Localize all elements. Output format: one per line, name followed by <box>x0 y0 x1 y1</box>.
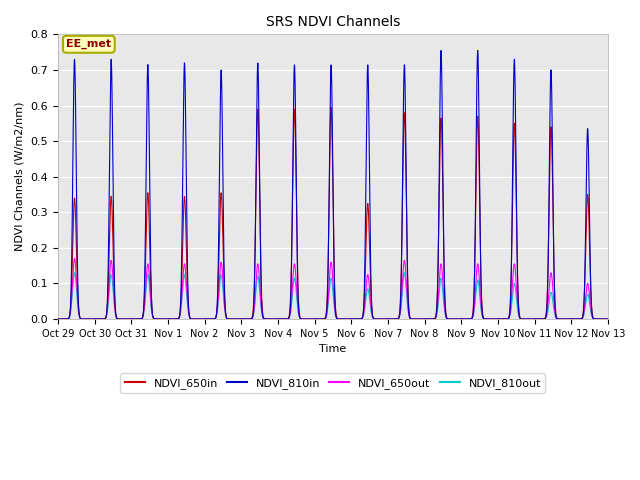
Y-axis label: NDVI Channels (W/m2/nm): NDVI Channels (W/m2/nm) <box>15 102 25 252</box>
Text: EE_met: EE_met <box>67 39 111 49</box>
Legend: NDVI_650in, NDVI_810in, NDVI_650out, NDVI_810out: NDVI_650in, NDVI_810in, NDVI_650out, NDV… <box>120 373 545 393</box>
X-axis label: Time: Time <box>319 344 346 354</box>
Title: SRS NDVI Channels: SRS NDVI Channels <box>266 15 400 29</box>
